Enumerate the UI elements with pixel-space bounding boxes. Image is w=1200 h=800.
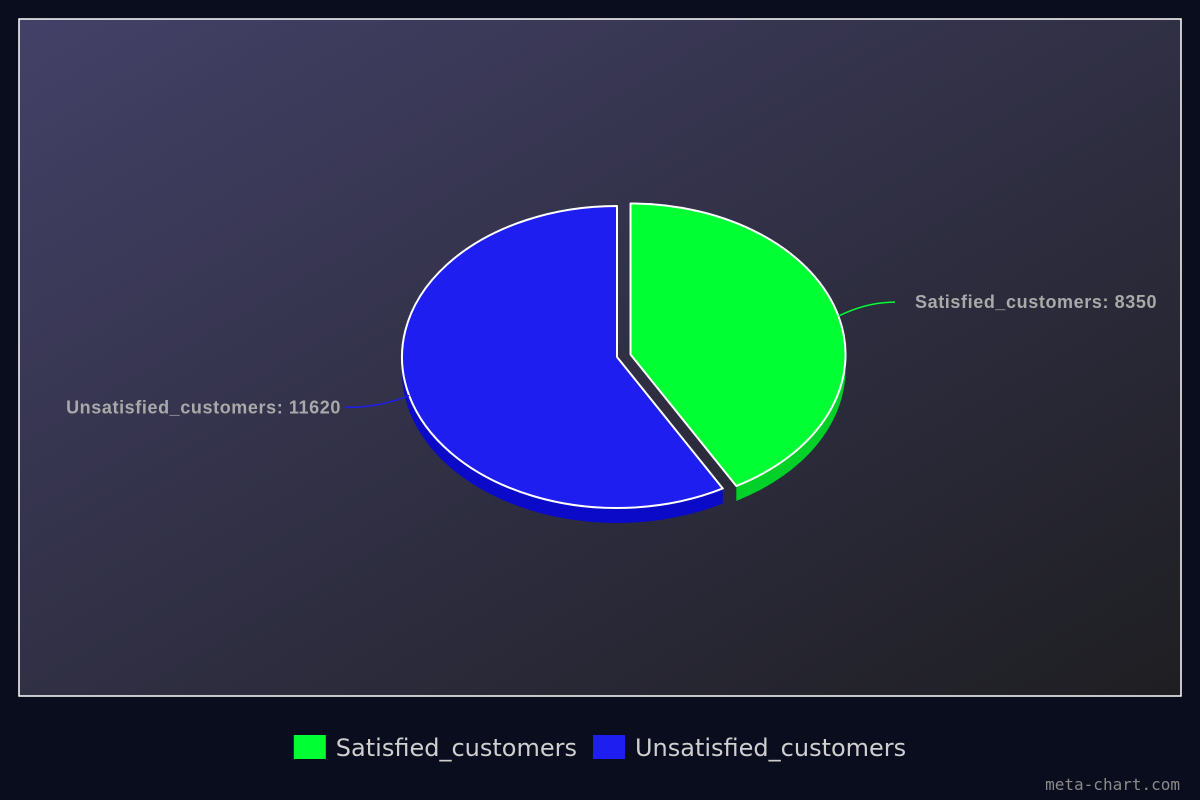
leader-line-unsatisfied-customers bbox=[344, 394, 410, 409]
legend: Satisfied_customers Unsatisfied_customers bbox=[293, 734, 906, 762]
data-label-unsatisfied-customers: Unsatisfied_customers: 11620 bbox=[66, 397, 341, 417]
data-label-satisfied-customers: Satisfied_customers: 8350 bbox=[915, 292, 1157, 312]
legend-item-satisfied-customers: Satisfied_customers bbox=[293, 734, 577, 762]
legend-swatch-unsatisfied-customers bbox=[592, 735, 625, 759]
pie-slices bbox=[401, 202, 847, 523]
legend-label-satisfied-customers: Satisfied_customers bbox=[336, 734, 577, 762]
leader-line-satisfied-customers bbox=[838, 301, 896, 317]
pie-slice-side-satisfied-customers bbox=[736, 354, 846, 501]
pie-slice-side-unsatisfied-customers bbox=[402, 357, 723, 523]
legend-swatch-satisfied-customers bbox=[293, 735, 326, 759]
watermark: meta-chart.com bbox=[1045, 775, 1180, 794]
pie-slice-unsatisfied-customers bbox=[401, 205, 724, 509]
slice-labels: Satisfied_customers: 8350 Unsatisfied_cus… bbox=[66, 292, 1157, 417]
pie-slice-satisfied-customers bbox=[629, 202, 847, 487]
legend-label-unsatisfied-customers: Unsatisfied_customers bbox=[635, 734, 906, 762]
legend-item-unsatisfied-customers: Unsatisfied_customers bbox=[592, 734, 906, 762]
